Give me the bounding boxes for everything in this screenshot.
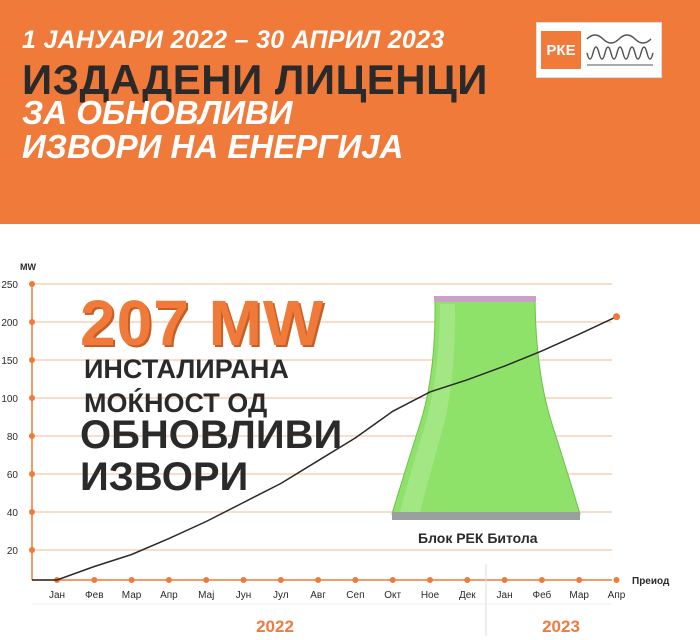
x-tick-dot [427,577,433,583]
waveform-icon [586,34,654,66]
y-tick-label: 20 [7,546,19,557]
date-range: 1 ЈАНУАРИ 2022 – 30 АПРИЛ 2023 [22,26,445,54]
y-tick-label: 80 [7,432,19,443]
series-end-point [613,313,620,321]
x-tick-label: Феб [533,589,552,601]
x-tick-dot [128,577,135,583]
installed-capacity-caption: ИНСТАЛИРАНА МОЌНОСТ ОД [84,352,289,420]
x-tick-dot [315,577,322,583]
caption-line: ОБНОВЛИВИ [80,413,343,457]
x-tick-label: Фев [85,590,103,601]
page-title: ИЗДАДЕНИ ЛИЦЕНЦИ [22,56,488,103]
series-line [32,316,617,581]
x-tick-dot [389,577,396,583]
caption-line: ИЗВОРИ [80,455,249,499]
x-tick-label: Апр [608,590,626,601]
x-tick-dot [576,577,583,583]
subtitle-line: ЗА ОБНОВЛИВИ [22,94,293,131]
x-tick-dot [613,577,620,583]
x-tick-dot [240,577,247,583]
header-banner: 1 ЈАНУАРИ 2022 – 30 АПРИЛ 2023 ИЗДАДЕНИ … [0,0,700,224]
renewables-caption: ОБНОВЛИВИ ИЗВОРИ [80,414,342,498]
caption-line: МОЌНОСТ ОД [84,388,268,418]
y-tick-label: 100 [1,394,18,405]
x-tick-dot [352,577,359,583]
year-label: 2023 [542,617,580,636]
installed-capacity-value: 207 MW [80,287,325,359]
x-tick-label: Јун [236,590,252,601]
x-tick-dot [91,577,98,583]
x-tick-dot [277,577,284,583]
y-tick-label: 60 [7,470,19,481]
x-tick-label: Апр [160,590,178,601]
page-subtitle: ЗА ОБНОВЛИВИ ИЗВОРИ НА ЕНЕРГИЈА [22,96,403,164]
y-tick-label: 200 [1,318,18,329]
x-tick-dot [501,577,508,583]
x-tick-label: Ное [421,590,440,601]
x-tick-label: Окт [384,590,401,601]
y-tick-label: 40 [7,508,19,519]
x-tick-label: Јул [273,590,289,601]
x-tick-dot [165,577,172,583]
x-tick-dot [203,577,210,583]
caption-line: ИНСТАЛИРАНА [84,354,289,384]
y-tick-label: 250 [1,280,18,291]
x-tick-label: Јан [497,590,513,601]
cooling-tower-illustration [391,296,581,520]
subtitle-line: ИЗВОРИ НА ЕНЕРГИЈА [22,128,404,165]
x-tick-label: Јан [49,590,65,601]
x-tick-label: Мар [569,590,589,601]
rke-logo: РКЕ [536,22,662,78]
logo-text: РКЕ [541,31,581,69]
x-tick-label: Мар [122,590,142,601]
year-label: 2022 [256,617,294,636]
x-tick-label: Мај [198,590,214,601]
y-axis-label: MW [20,262,36,272]
x-tick-dot [538,577,545,583]
x-tick-dot [464,577,471,583]
x-axis-label: Преиод [632,576,670,587]
x-tick-label: Сеп [346,590,364,601]
plant-label: Блок РЕК Битола [418,530,538,546]
x-tick-label: Авг [310,590,326,601]
x-tick-label: Дек [459,590,476,601]
y-tick-label: 150 [1,356,18,367]
